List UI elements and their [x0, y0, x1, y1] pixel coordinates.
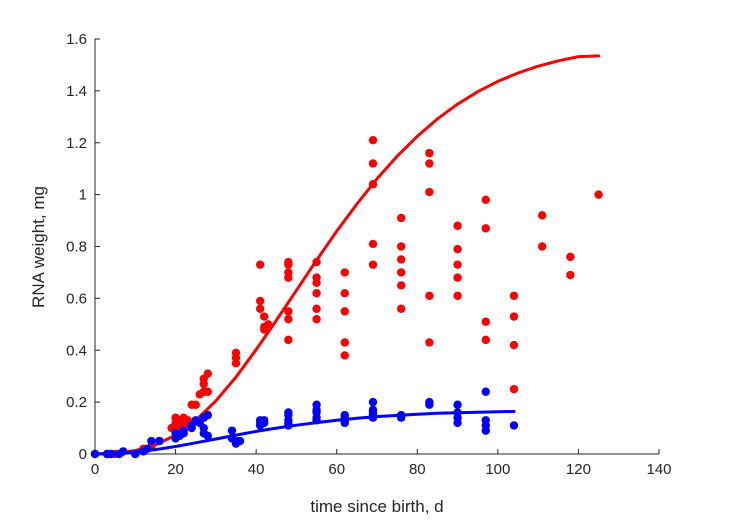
data-point: [340, 338, 349, 347]
y-tick-label: 1.2: [66, 135, 87, 152]
data-point: [425, 148, 434, 158]
data-point: [312, 278, 321, 288]
data-point: [368, 239, 378, 249]
data-point: [368, 397, 378, 407]
data-point: [231, 348, 241, 358]
data-point: [425, 400, 434, 409]
data-point: [340, 288, 349, 298]
data-point: [368, 159, 378, 168]
data-point: [566, 252, 575, 262]
x-tick-label: 40: [248, 461, 265, 478]
x-tick-label: 120: [566, 461, 591, 478]
series-0: [90, 54, 603, 459]
data-point: [203, 369, 212, 378]
x-tick-label: 140: [646, 461, 671, 478]
data-point: [396, 255, 406, 264]
x-tick-label: 20: [167, 461, 184, 478]
data-point: [312, 314, 321, 324]
data-point: [509, 421, 519, 430]
data-point: [453, 273, 462, 282]
data-point: [203, 387, 212, 396]
x-tick-label: 80: [409, 461, 426, 478]
y-axis-label: RNA weight, mg: [29, 186, 48, 308]
data-point: [453, 400, 462, 409]
data-point: [340, 268, 349, 277]
y-tick-label: 0.2: [66, 394, 87, 411]
data-point: [396, 281, 406, 290]
data-point: [481, 335, 490, 345]
data-point: [255, 304, 265, 313]
x-tick-label: 100: [485, 461, 510, 478]
data-point: [509, 291, 519, 300]
data-point: [453, 244, 462, 254]
data-point: [594, 190, 603, 199]
data-point: [235, 436, 245, 446]
data-point: [227, 426, 237, 435]
data-point: [566, 270, 575, 280]
data-point: [453, 221, 462, 230]
data-point: [453, 291, 462, 300]
data-point: [425, 159, 434, 168]
data-point: [284, 314, 293, 324]
data-point: [537, 211, 547, 220]
series-layer: [90, 54, 603, 459]
fit-curve: [93, 410, 516, 456]
data-point: [179, 426, 188, 435]
data-point: [284, 335, 293, 345]
data-point: [396, 242, 406, 251]
data-point: [509, 340, 519, 350]
data-point: [155, 436, 164, 446]
data-point: [255, 260, 265, 269]
data-point: [396, 268, 406, 277]
data-point: [453, 418, 462, 428]
data-point: [396, 213, 406, 223]
y-tick-label: 1: [79, 187, 87, 204]
data-point: [191, 400, 200, 409]
data-point: [509, 312, 519, 321]
data-point: [255, 296, 265, 306]
axes: 0 20 40 60 80 100 120 140 0 0.2 0.4 0.6 0.8 1 1.2 1.4 1.…: [66, 31, 671, 478]
data-point: [537, 242, 547, 251]
y-tick-label: 0: [79, 446, 87, 463]
data-point: [340, 351, 349, 360]
data-point: [284, 307, 293, 316]
data-point: [340, 307, 349, 316]
data-point: [481, 195, 490, 205]
data-point: [509, 384, 519, 394]
fit-curve: [93, 54, 601, 456]
data-point: [264, 320, 273, 329]
x-tick-label: 0: [91, 461, 99, 478]
data-point: [199, 423, 208, 433]
data-point: [425, 338, 434, 347]
data-point: [312, 304, 321, 313]
y-tick-label: 0.6: [66, 290, 87, 307]
data-point: [481, 387, 490, 396]
data-point: [312, 288, 321, 298]
data-point: [260, 418, 269, 428]
series-1: [90, 387, 519, 459]
x-tick-label: 60: [328, 461, 345, 478]
y-tick-label: 0.4: [66, 342, 87, 359]
data-point: [396, 304, 406, 313]
data-point: [147, 436, 156, 446]
x-axis-label: time since birth, d: [310, 497, 443, 516]
data-point: [284, 273, 293, 282]
data-point: [368, 135, 378, 145]
y-tick-label: 1.6: [66, 31, 87, 48]
data-point: [481, 426, 490, 435]
data-point: [425, 291, 434, 300]
data-point: [368, 260, 378, 269]
data-point: [203, 410, 212, 420]
y-tick-label: 0.8: [66, 239, 87, 256]
data-point: [284, 260, 293, 269]
data-point: [203, 431, 212, 441]
data-point: [453, 260, 462, 269]
data-point: [425, 187, 434, 197]
data-point: [260, 312, 269, 321]
data-point: [481, 317, 490, 326]
data-point: [481, 224, 490, 233]
y-tick-label: 1.4: [66, 83, 87, 100]
